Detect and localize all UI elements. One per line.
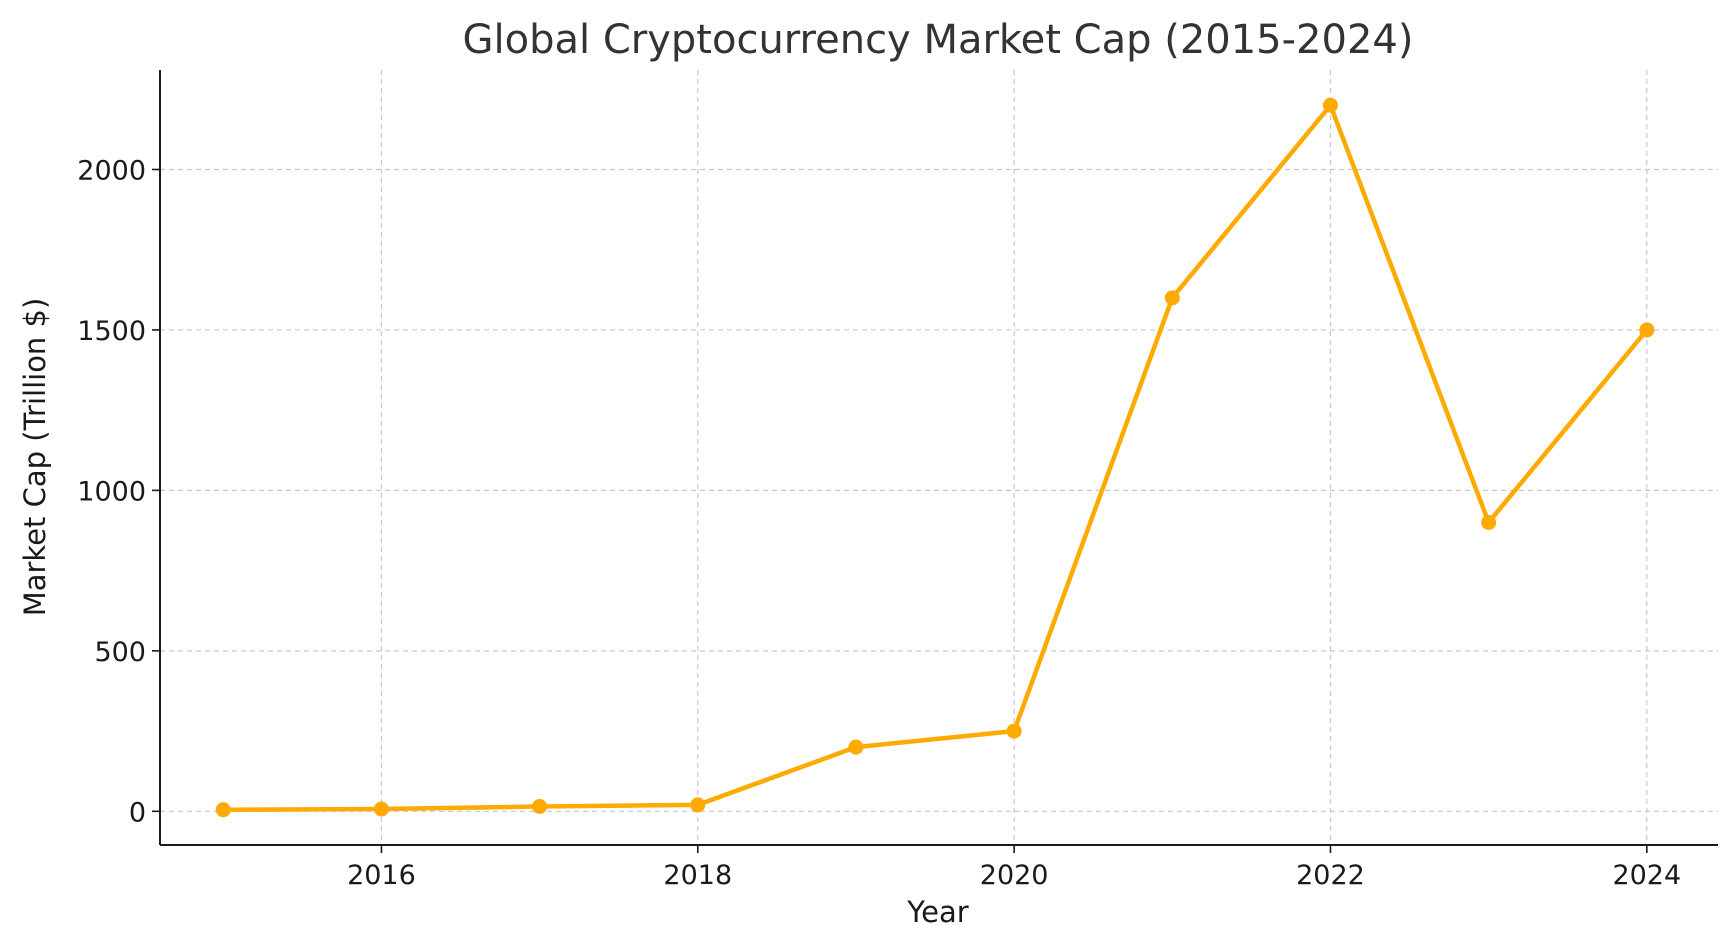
- data-point-2018: [690, 797, 706, 813]
- x-tick-label-2024: 2024: [1612, 860, 1681, 891]
- y-tick-label-1000: 1000: [77, 476, 146, 507]
- series-layer: [215, 97, 1655, 818]
- y-tick-label-2000: 2000: [77, 155, 146, 186]
- data-point-2024: [1639, 322, 1655, 338]
- data-point-2022: [1322, 97, 1338, 113]
- y-tick-label-1500: 1500: [77, 316, 146, 347]
- x-tick-label-2022: 2022: [1296, 860, 1365, 891]
- y-tick-label-0: 0: [129, 797, 146, 828]
- y-tick-label-500: 500: [94, 637, 146, 668]
- y-axis-title: Market Cap (Trillion $): [18, 298, 52, 617]
- data-point-2020: [1006, 723, 1022, 739]
- x-axis-title: Year: [906, 895, 968, 929]
- grid-layer: [160, 70, 1718, 845]
- ticks-layer: 2016 2018 2020 2022 2024 0 500 1000 1500 2000: [77, 155, 1681, 891]
- series-line-0: [221, 103, 1650, 812]
- data-point-2021: [1164, 290, 1180, 306]
- x-tick-label-2020: 2020: [980, 860, 1049, 891]
- data-point-2019: [848, 739, 864, 755]
- chart-title: Global Cryptocurrency Market Cap (2015-2…: [463, 17, 1414, 63]
- axes-layer: [159, 70, 1718, 846]
- x-tick-label-2016: 2016: [347, 860, 416, 891]
- x-tick-label-2018: 2018: [663, 860, 732, 891]
- data-point-2017: [532, 798, 548, 814]
- data-point-2023: [1481, 514, 1497, 530]
- data-point-2016: [373, 801, 389, 817]
- data-point-2015: [215, 802, 231, 818]
